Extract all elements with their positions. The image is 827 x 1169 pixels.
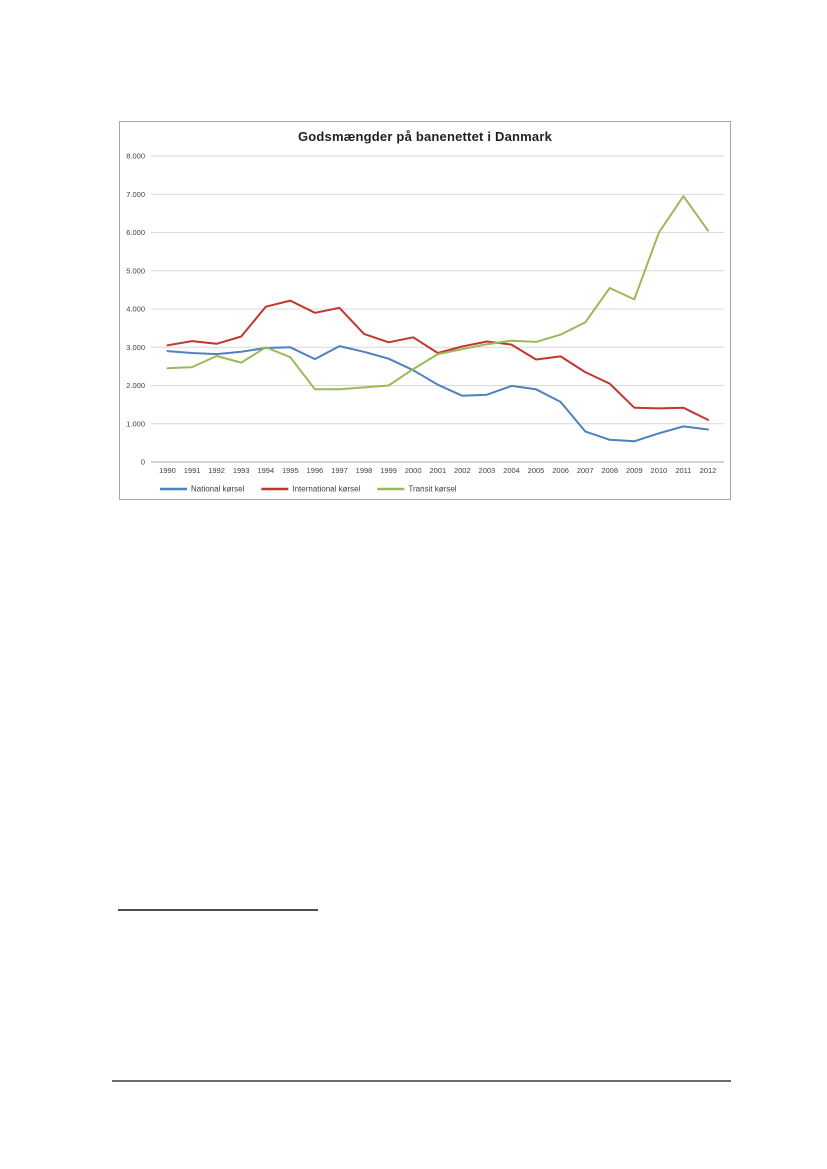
y-tick-label: 2.000 [126,381,145,390]
y-tick-label: 5.000 [126,266,145,275]
x-tick-label: 1998 [356,466,373,475]
y-tick-label: 1.000 [126,419,145,428]
chart-canvas: 0 1.000 2.000 3.000 4.000 5.000 6.000 7.000 8.00… [126,152,724,494]
x-tick-label: 2012 [700,466,717,475]
x-tick-label: 2009 [626,466,643,475]
legend-label: Transit kørsel [408,485,456,494]
chart-container: Godsmængder på banenettet i Danmark 0 1.0… [119,121,731,500]
x-tick-label: 2007 [577,466,594,475]
legend-label: National kørsel [191,485,245,494]
x-tick-label: 1997 [331,466,348,475]
x-tick-label: 1996 [307,466,324,475]
x-tick-label: 2006 [552,466,569,475]
y-tick-label: 7.000 [126,190,145,199]
y-tick-label: 0 [141,458,145,467]
x-tick-label: 2002 [454,466,471,475]
x-tick-label: 1995 [282,466,299,475]
x-tick-label: 1990 [159,466,176,475]
footnote-separator-rule [118,909,318,911]
x-tick-label: 2010 [651,466,668,475]
x-tick-label: 2003 [479,466,496,475]
x-tick-label: 1992 [208,466,225,475]
chart-title: Godsmængder på banenettet i Danmark [297,129,553,144]
footer-rule [112,1080,731,1082]
series-line-transit-kørsel [166,195,709,391]
x-tick-label: 2005 [528,466,545,475]
series-line-national-kørsel [166,345,709,443]
legend-label: International kørsel [292,485,360,494]
x-tick-label: 1991 [184,466,201,475]
series-line-international-kørsel [166,299,709,421]
x-tick-label: 2000 [405,466,422,475]
x-tick-label: 2004 [503,466,520,475]
x-tick-label: 1999 [380,466,397,475]
x-tick-label: 1993 [233,466,250,475]
y-tick-label: 8.000 [126,152,145,161]
y-tick-label: 3.000 [126,343,145,352]
y-tick-label: 4.000 [126,305,145,314]
x-tick-label: 1994 [257,466,274,475]
x-tick-label: 2011 [675,466,691,475]
y-tick-label: 6.000 [126,228,145,237]
x-tick-label: 2008 [601,466,618,475]
x-tick-label: 2001 [429,466,446,475]
